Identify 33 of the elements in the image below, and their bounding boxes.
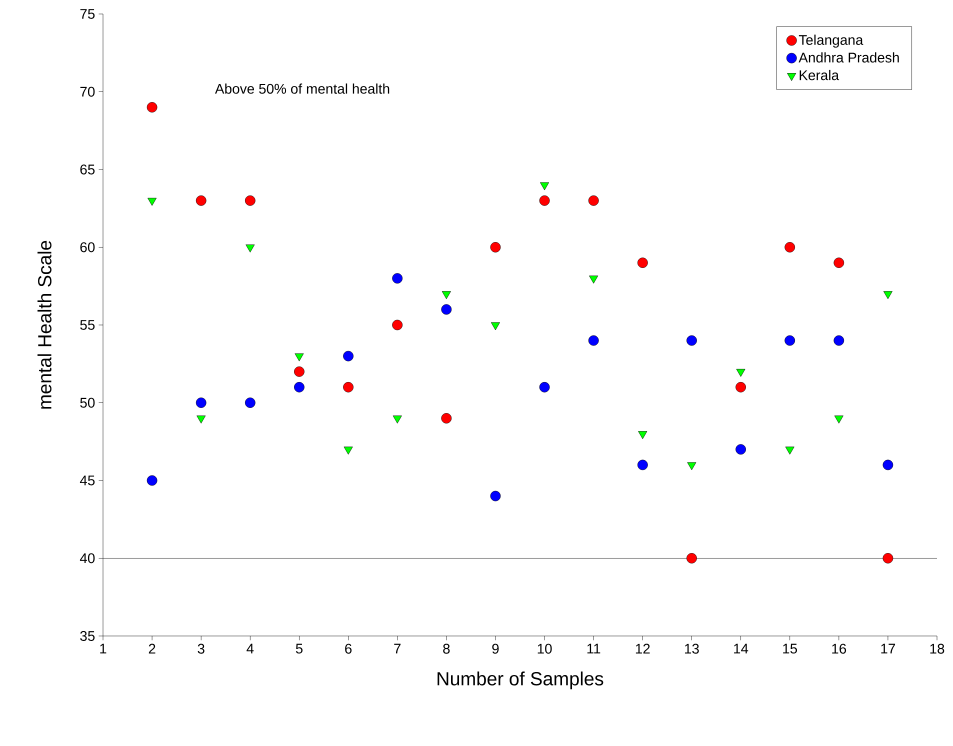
y-tick-label: 75	[80, 9, 95, 19]
x-tick-label: 11	[587, 644, 600, 654]
annotation: Above 50% of mental health	[214, 83, 390, 94]
y-tick-label: 40	[80, 553, 95, 564]
x-tick-label: 13	[684, 644, 699, 654]
x-axis-title: Number of Samples	[438, 672, 604, 690]
x-tick-label: 16	[832, 644, 846, 654]
y-tick-label: 45	[80, 476, 95, 486]
x-tick-label: 12	[636, 644, 650, 654]
y-tick-label: 60	[80, 242, 95, 252]
x-tick-label: 9	[492, 644, 499, 654]
y-tick-label: 35	[80, 631, 95, 641]
x-tick-label: 14	[734, 644, 748, 654]
x-tick-label: 8	[443, 644, 450, 654]
legend-label: Kerala	[800, 70, 840, 80]
x-tick-label: 5	[296, 644, 303, 654]
legend-label: Telangana	[798, 34, 864, 48]
x-tick-label: 10	[538, 644, 552, 654]
x-tick-label: 17	[881, 644, 896, 654]
y-tick-label: 70	[80, 86, 95, 97]
x-tick-label: 15	[783, 644, 798, 654]
y-tick-label: 50	[80, 398, 95, 408]
x-tick-label: 2	[148, 644, 156, 654]
y-tick-label: 55	[80, 320, 95, 330]
x-tick-label: 4	[246, 644, 254, 654]
x-tick-label: 6	[345, 644, 352, 654]
y-tick-label: 65	[80, 164, 95, 174]
x-tick-label: 1	[100, 644, 106, 654]
legend-label: Andhra Pradesh	[798, 52, 899, 63]
x-tick-label: 18	[930, 644, 944, 654]
x-tick-label: 7	[394, 644, 401, 654]
y-axis-title: mental Health Scale	[38, 240, 52, 409]
x-tick-label: 3	[198, 644, 204, 654]
